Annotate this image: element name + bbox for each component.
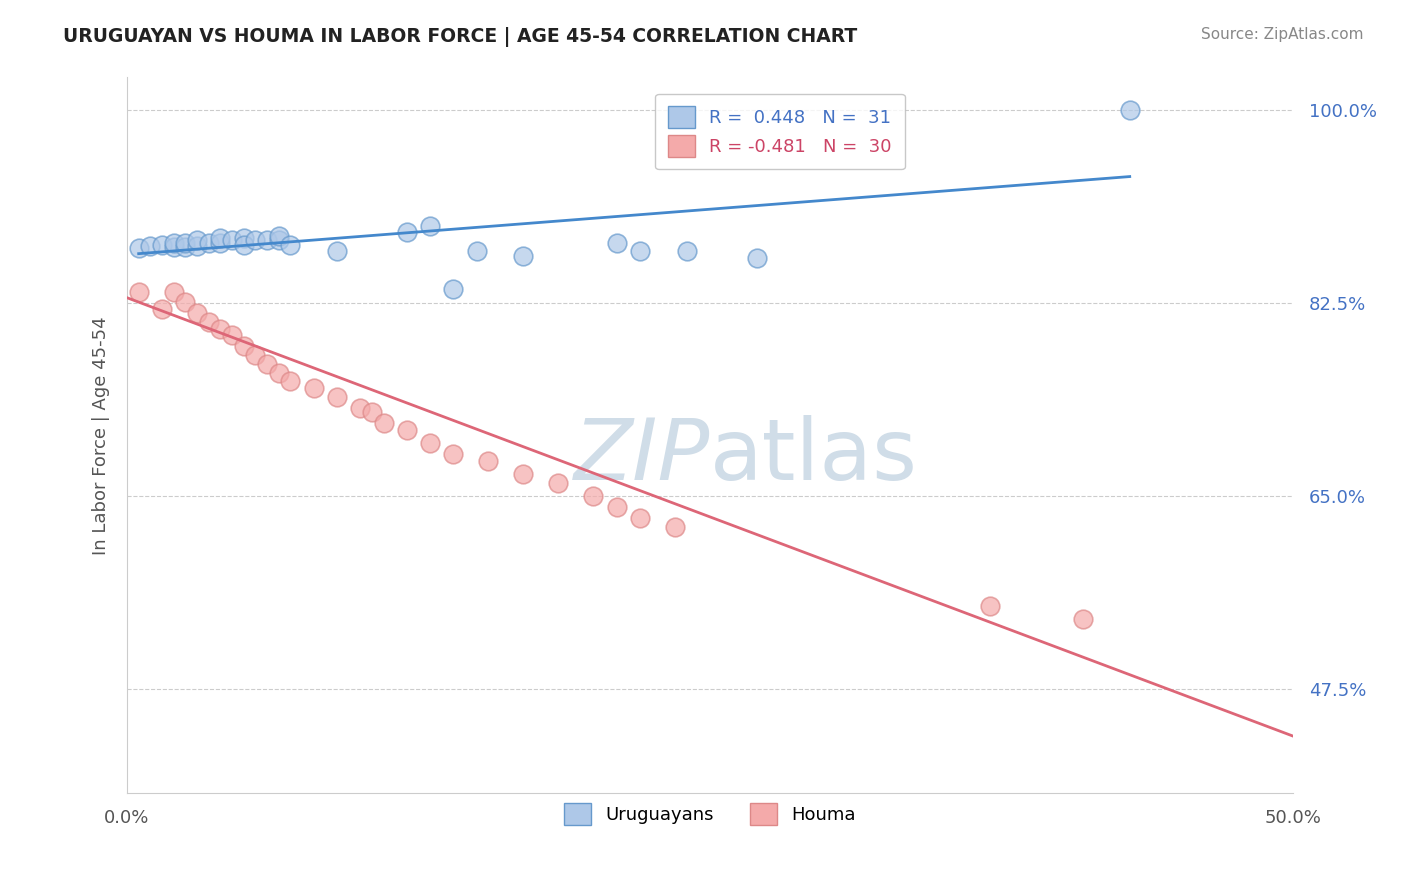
Point xyxy=(512,249,534,263)
Point xyxy=(278,375,301,389)
Point xyxy=(150,237,173,252)
Point xyxy=(979,599,1001,613)
Point xyxy=(245,234,267,248)
Legend: Uruguayans, Houma: Uruguayans, Houma xyxy=(555,795,865,834)
Point xyxy=(221,328,243,343)
Point xyxy=(232,231,254,245)
Text: Source: ZipAtlas.com: Source: ZipAtlas.com xyxy=(1201,27,1364,42)
Point xyxy=(197,315,219,329)
Point xyxy=(395,423,418,437)
Text: atlas: atlas xyxy=(710,416,918,499)
Point xyxy=(256,357,278,371)
Point xyxy=(186,306,208,320)
Point xyxy=(245,348,267,362)
Point xyxy=(128,241,150,255)
Point xyxy=(232,339,254,353)
Point xyxy=(664,520,686,534)
Point xyxy=(606,500,628,514)
Point xyxy=(349,401,371,415)
Point xyxy=(395,225,418,239)
Point xyxy=(209,235,232,250)
Point xyxy=(150,301,173,316)
Point xyxy=(209,231,232,245)
Point xyxy=(443,282,465,296)
Point xyxy=(162,235,184,250)
Point xyxy=(477,454,499,468)
Point xyxy=(582,489,605,503)
Point xyxy=(512,467,534,481)
Point xyxy=(162,240,184,254)
Point xyxy=(186,239,208,253)
Point xyxy=(302,381,325,395)
Point xyxy=(267,234,290,248)
Point xyxy=(209,321,232,335)
Point xyxy=(267,366,290,380)
Point xyxy=(745,251,768,265)
Point xyxy=(221,234,243,248)
Point xyxy=(162,285,184,300)
Point xyxy=(628,511,651,525)
Point xyxy=(419,219,441,234)
Point xyxy=(174,240,197,254)
Text: URUGUAYAN VS HOUMA IN LABOR FORCE | AGE 45-54 CORRELATION CHART: URUGUAYAN VS HOUMA IN LABOR FORCE | AGE … xyxy=(63,27,858,46)
Point xyxy=(443,447,465,461)
Point xyxy=(197,235,219,250)
Point xyxy=(139,239,162,253)
Point xyxy=(360,405,382,419)
Point xyxy=(267,229,290,244)
Point xyxy=(547,475,569,490)
Point xyxy=(675,244,697,259)
Point xyxy=(326,244,349,259)
Point xyxy=(278,237,301,252)
Point xyxy=(419,436,441,450)
Text: ZIP: ZIP xyxy=(574,416,710,499)
Point xyxy=(256,234,278,248)
Point xyxy=(628,244,651,259)
Point xyxy=(373,417,395,431)
Point xyxy=(1119,103,1142,118)
Point xyxy=(174,295,197,310)
Point xyxy=(186,234,208,248)
Point xyxy=(465,244,488,259)
Point xyxy=(128,285,150,300)
Point xyxy=(326,390,349,404)
Y-axis label: In Labor Force | Age 45-54: In Labor Force | Age 45-54 xyxy=(93,316,110,555)
Point xyxy=(232,237,254,252)
Point xyxy=(1071,612,1094,626)
Point xyxy=(606,235,628,250)
Point xyxy=(174,235,197,250)
